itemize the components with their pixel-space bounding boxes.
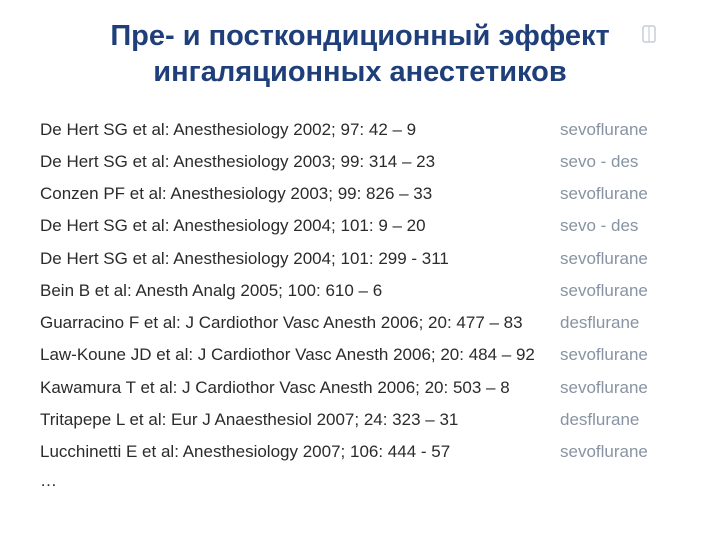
- ellipsis: …: [40, 471, 542, 491]
- drug-label: sevoflurane: [560, 441, 680, 462]
- drug-label: desflurane: [560, 312, 680, 333]
- reference-row: Law-Koune JD et al: J Cardiothor Vasc An…: [40, 344, 542, 365]
- reference-row: De Hert SG et al: Anesthesiology 2002; 9…: [40, 119, 542, 140]
- reference-row: Conzen PF et al: Anesthesiology 2003; 99…: [40, 183, 542, 204]
- drug-label: sevoflurane: [560, 280, 680, 301]
- corner-logo-icon: [642, 24, 656, 44]
- drugs-column: sevoflurane sevo - des sevoflurane sevo …: [560, 119, 680, 492]
- reference-row: Tritapepe L et al: Eur J Anaesthesiol 20…: [40, 409, 542, 430]
- reference-row: De Hert SG et al: Anesthesiology 2004; 1…: [40, 215, 542, 236]
- reference-row: Lucchinetti E et al: Anesthesiology 2007…: [40, 441, 542, 462]
- drug-label: sevoflurane: [560, 119, 680, 140]
- reference-row: De Hert SG et al: Anesthesiology 2004; 1…: [40, 248, 542, 269]
- title-line-1: Пре- и посткондиционный эффект: [110, 20, 609, 52]
- reference-row: De Hert SG et al: Anesthesiology 2003; 9…: [40, 151, 542, 172]
- drug-label: sevo - des: [560, 151, 680, 172]
- references-column: De Hert SG et al: Anesthesiology 2002; 9…: [40, 119, 542, 492]
- title-line-2: ингаляционных анестетиков: [153, 56, 566, 88]
- reference-row: Kawamura T et al: J Cardiothor Vasc Anes…: [40, 377, 542, 398]
- drug-label: sevo - des: [560, 215, 680, 236]
- reference-row: Guarracino F et al: J Cardiothor Vasc An…: [40, 312, 542, 333]
- drug-label: desflurane: [560, 409, 680, 430]
- content-area: De Hert SG et al: Anesthesiology 2002; 9…: [0, 91, 720, 492]
- drug-label: sevoflurane: [560, 377, 680, 398]
- drug-label: sevoflurane: [560, 344, 680, 365]
- drug-label: sevoflurane: [560, 183, 680, 204]
- drug-label: sevoflurane: [560, 248, 680, 269]
- slide-title: Пре- и посткондиционный эффект ингаляцио…: [0, 0, 720, 91]
- reference-row: Bein B et al: Anesth Analg 2005; 100: 61…: [40, 280, 542, 301]
